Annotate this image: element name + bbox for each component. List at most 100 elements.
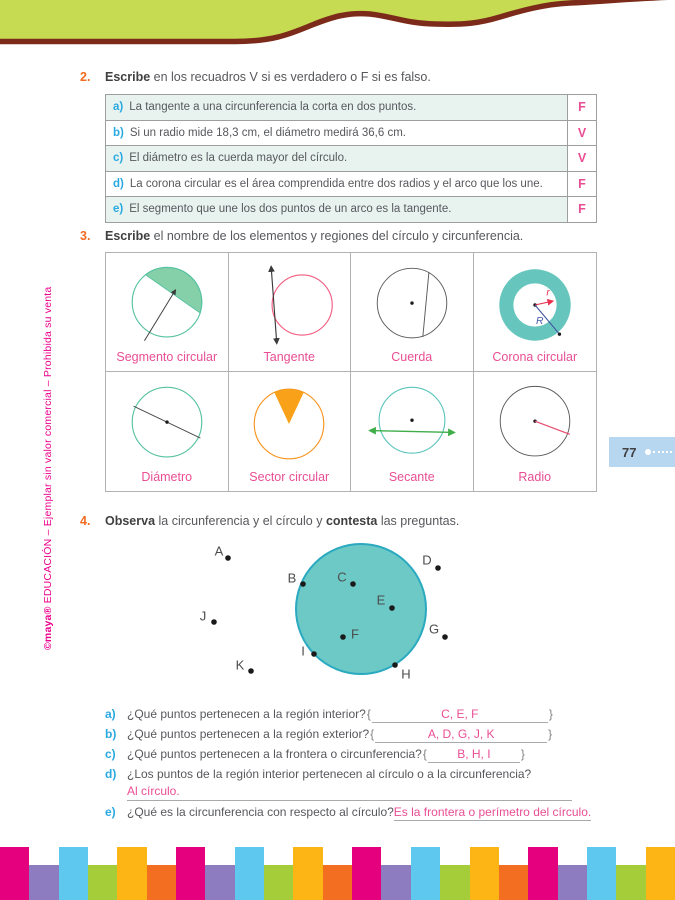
cell-label: Tangente <box>263 350 315 364</box>
point-label-A: A <box>215 544 224 559</box>
footer-bar <box>146 865 177 900</box>
radius-diagram <box>499 385 570 457</box>
answer-blank: B, H, I <box>427 747 520 763</box>
point-dot-I <box>311 651 317 657</box>
tangent-diagram <box>268 265 334 345</box>
row-letter: c) <box>113 152 124 165</box>
point-dot-K <box>248 668 254 674</box>
exercise4-heading: 4. Observa la circunferencia y el círcul… <box>80 514 620 528</box>
inner-radius-label: r <box>546 288 550 299</box>
row-letter: e) <box>113 203 124 216</box>
exercise3-title-rest: el nombre de los elementos y regiones de… <box>150 229 524 243</box>
question-a: a) ¿Qué puntos pertenecen a la región in… <box>105 707 597 723</box>
table-row: b) Si un radio mide 18,3 cm, el diámetro … <box>106 120 596 146</box>
grid-cell: Sector circular <box>229 372 351 491</box>
footer-bar <box>0 847 30 900</box>
exercise2-heading: 2. Escribe en los recuadros V si es verd… <box>80 70 620 84</box>
question-b: b) ¿Qué puntos pertenecen a la región ex… <box>105 727 597 743</box>
row-statement: La corona circular es el área comprendid… <box>129 177 543 190</box>
point-dot-E <box>389 605 395 611</box>
question-letter: d) <box>105 767 117 781</box>
footer-bar <box>469 847 499 900</box>
top-band-green-shape <box>0 0 675 42</box>
cell-label: Secante <box>388 470 435 484</box>
point-label-B: B <box>288 571 297 586</box>
cell-label: Sector circular <box>249 470 330 484</box>
point-label-H: H <box>401 667 410 682</box>
exercise4-number: 4. <box>80 514 91 528</box>
diameter-diagram <box>131 386 203 458</box>
footer-bar <box>410 847 441 900</box>
question-text: ¿Los puntos de la región interior perten… <box>127 767 532 781</box>
exercise4-title-bold2: contesta <box>325 514 378 528</box>
footer-bar <box>29 865 59 900</box>
point-label-D: D <box>422 553 431 568</box>
point-dot-A <box>225 555 231 561</box>
top-wave-band <box>0 0 675 45</box>
footer-bar <box>352 847 382 900</box>
question-text: ¿Qué es la circunferencia con respecto a… <box>127 805 394 819</box>
point-label-E: E <box>377 593 386 608</box>
page-number-tab: 77 <box>609 437 675 467</box>
answer-cell: F <box>568 197 596 222</box>
question-d-answer: Al círculo. <box>127 784 572 801</box>
exercise4-title-mid: la circunferencia y el círculo y <box>155 514 326 528</box>
top-band-wave-line <box>0 0 668 45</box>
footer-bar <box>616 865 646 900</box>
grid-cell: Segmento circular <box>106 253 229 372</box>
elements-grid: Segmento circular Tangente Cuerda <box>105 252 597 492</box>
cell-label: Radio <box>518 470 552 484</box>
point-dot-D <box>435 565 441 571</box>
footer-bar <box>557 865 587 900</box>
footer-bar <box>586 847 617 900</box>
question-e: e) ¿Qué es la circunferencia con respect… <box>105 805 597 821</box>
row-letter: b) <box>113 126 124 139</box>
footer-bar <box>117 847 147 900</box>
publisher-logo-text: ©maya® <box>42 606 54 650</box>
footer-bar <box>498 865 529 900</box>
row-letter: d) <box>113 177 124 190</box>
question-letter: b) <box>105 727 117 741</box>
grid-cell: Diámetro <box>106 372 229 491</box>
circular-segment-diagram <box>131 266 203 341</box>
question-d: d) ¿Los puntos de la región interior per… <box>105 767 597 781</box>
outer-radius-label: R <box>536 316 544 327</box>
exercise2-number: 2. <box>80 70 91 84</box>
answer-cell: V <box>568 120 596 145</box>
footer-bar <box>205 865 235 900</box>
answer-cell: F <box>568 95 596 120</box>
answer-cell: V <box>568 146 596 171</box>
secant-diagram <box>367 386 456 454</box>
table-row: d) La corona circular es el área comprend… <box>106 171 596 197</box>
footer-bar <box>176 847 206 900</box>
brace-close: } <box>548 707 553 721</box>
answer-blank: A, D, G, J, K <box>375 727 548 743</box>
sidebar-legal-text: EDUCACIÓN – Ejemplar sin valor comercial… <box>42 286 54 607</box>
table-row: c) El diámetro es la cuerda mayor del cír… <box>106 146 596 172</box>
footer-bar <box>264 865 294 900</box>
point-dot-H <box>392 662 398 668</box>
grid-cell: r R Corona circular <box>473 253 596 372</box>
row-statement: La tangente a una circunferencia la cort… <box>129 101 417 114</box>
question-letter: c) <box>105 747 116 761</box>
brace-open: { <box>366 707 371 721</box>
cell-label: Cuerda <box>391 350 433 364</box>
footer-bar <box>440 865 470 900</box>
footer-bar <box>58 847 89 900</box>
point-dot-J <box>211 619 217 625</box>
footer-bar <box>293 847 323 900</box>
cell-label: Corona circular <box>492 350 578 364</box>
point-label-K: K <box>236 658 245 673</box>
footer-bar <box>234 847 265 900</box>
exercise2-title-bold: Escribe <box>105 70 151 84</box>
question-text: ¿Qué puntos pertenecen a la región inter… <box>127 707 366 721</box>
answer-blank: C, E, F <box>371 707 548 723</box>
brace-close: } <box>548 727 553 741</box>
point-label-F: F <box>351 627 359 642</box>
exercise3-title-bold: Escribe <box>105 229 151 243</box>
grid-cell: Tangente <box>228 253 351 372</box>
row-letter: a) <box>113 101 124 114</box>
footer-bar <box>88 865 118 900</box>
point-dot-G <box>442 634 448 640</box>
